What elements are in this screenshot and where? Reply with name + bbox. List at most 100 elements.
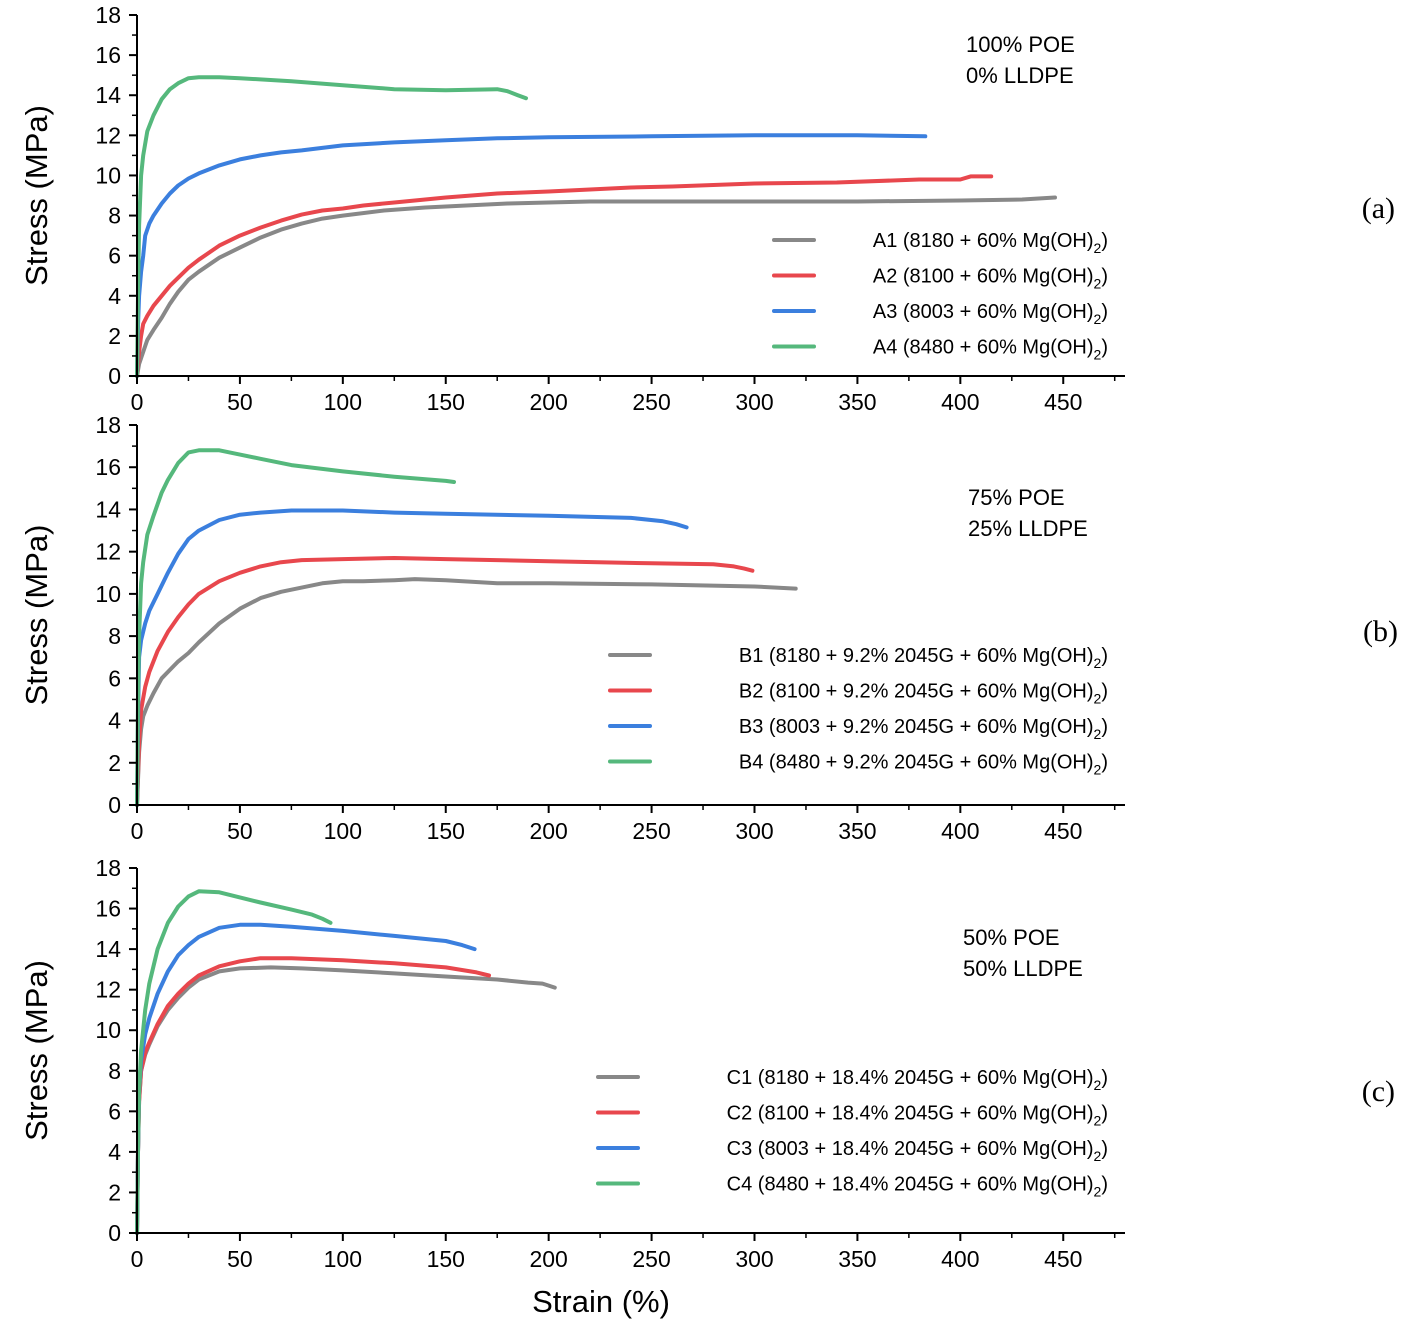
y-tick-label: 14 [95, 496, 121, 522]
x-tick-label: 50 [227, 818, 253, 844]
y-axis-title: Stress (MPa) [19, 525, 54, 706]
y-tick-label: 12 [95, 539, 121, 565]
legend-entry-text: A3 (8003 + 60% Mg(OH) [873, 301, 1094, 323]
x-tick-label: 0 [131, 1246, 144, 1272]
legend-entry: C2 (8100 + 18.4% 2045G + 60% Mg(OH)2) [727, 1103, 1108, 1129]
x-tick-label: 450 [1044, 1246, 1082, 1272]
y-tick-label: 10 [95, 1017, 121, 1043]
x-tick-label: 450 [1044, 389, 1082, 415]
y-tick-label: 0 [108, 1220, 121, 1246]
legend-entry-close: ) [1101, 266, 1108, 288]
y-tick-label: 0 [108, 792, 121, 818]
y-axis-title: Stress (MPa) [19, 960, 54, 1141]
x-tick-label: 200 [529, 818, 567, 844]
x-tick-label: 100 [324, 389, 362, 415]
legend-entry-close: ) [1101, 1103, 1108, 1125]
legend-entry: A1 (8180 + 60% Mg(OH)2) [873, 230, 1108, 256]
y-tick-label: 16 [95, 42, 121, 68]
x-tick-label: 350 [838, 1246, 876, 1272]
legend: C1 (8180 + 18.4% 2045G + 60% Mg(OH)2)C2 … [596, 1067, 1108, 1200]
panel-c: 0 2 4 6 8 10 12 14 16 18 0 50 100 150 200 250 300 350 400 4… [19, 855, 1395, 1319]
y-tick-label: 6 [108, 243, 121, 269]
legend-entry: B4 (8480 + 9.2% 2045G + 60% Mg(OH)2) [739, 752, 1108, 778]
x-tick-label: 350 [838, 389, 876, 415]
series-line-b1 [135, 577, 798, 807]
legend-entry-subscript: 2 [1094, 655, 1102, 671]
legend-entry-text: C4 (8480 + 18.4% 2045G + 60% Mg(OH) [727, 1174, 1094, 1196]
y-tick-label: 8 [108, 623, 121, 649]
y-tick-label: 18 [95, 412, 121, 438]
panel-label: (b) [1363, 615, 1398, 648]
legend: A1 (8180 + 60% Mg(OH)2)A2 (8100 + 60% Mg… [772, 230, 1108, 363]
legend-entry-subscript: 2 [1094, 691, 1102, 707]
legend-entry: B3 (8003 + 9.2% 2045G + 60% Mg(OH)2) [739, 716, 1108, 742]
x-tick-label: 100 [324, 1246, 362, 1272]
y-tick-label: 6 [108, 1098, 121, 1124]
legend-entry: C1 (8180 + 18.4% 2045G + 60% Mg(OH)2) [727, 1067, 1108, 1093]
series-line-c3 [135, 922, 477, 1235]
legend-entry: C3 (8003 + 18.4% 2045G + 60% Mg(OH)2) [727, 1138, 1108, 1164]
x-tick-label: 100 [324, 818, 362, 844]
series-line-c1 [135, 965, 557, 1235]
legend-entry-subscript: 2 [1094, 276, 1102, 292]
legend-entry-close: ) [1101, 301, 1108, 323]
x-tick-label: 250 [632, 1246, 670, 1272]
legend-entry-close: ) [1101, 230, 1108, 252]
panel-a: 0 2 4 6 8 10 12 14 16 18 0 50 100 150 200 250 300 350 400 4… [19, 2, 1395, 415]
legend-entry-subscript: 2 [1094, 1148, 1102, 1164]
composition-note: 25% LLDPE [968, 516, 1088, 541]
panel-label: (c) [1362, 1075, 1395, 1108]
legend-entry-subscript: 2 [1094, 762, 1102, 778]
legend-entry-subscript: 2 [1094, 1077, 1102, 1093]
y-tick-label: 0 [108, 363, 121, 389]
legend-entry-close: ) [1101, 1067, 1108, 1089]
y-tick-label: 2 [108, 750, 121, 776]
y-tick-label: 4 [108, 283, 121, 309]
y-tick-label: 18 [95, 2, 121, 28]
legend-entry-text: C1 (8180 + 18.4% 2045G + 60% Mg(OH) [727, 1067, 1094, 1089]
panel-label: (a) [1362, 192, 1395, 225]
y-tick-label: 16 [95, 454, 121, 480]
y-tick-label: 12 [95, 122, 121, 148]
legend-entry-close: ) [1101, 716, 1108, 738]
x-tick-label: 350 [838, 818, 876, 844]
legend-entry-close: ) [1101, 681, 1108, 703]
panel-b: 0 2 4 6 8 10 12 14 16 18 0 50 100 150 200 250 300 350 400 4… [19, 412, 1398, 844]
y-tick-label: 10 [95, 162, 121, 188]
y-tick-label: 14 [95, 82, 121, 108]
x-tick-label: 300 [735, 1246, 773, 1272]
x-tick-label: 250 [632, 389, 670, 415]
x-tick-label: 250 [632, 818, 670, 844]
y-tick-label: 6 [108, 665, 121, 691]
x-tick-label: 150 [427, 1246, 465, 1272]
y-tick-label: 10 [95, 581, 121, 607]
x-tick-label: 300 [735, 818, 773, 844]
legend: B1 (8180 + 9.2% 2045G + 60% Mg(OH)2)B2 (… [608, 645, 1108, 778]
series-line-c4 [135, 889, 333, 1235]
legend-entry-text: C3 (8003 + 18.4% 2045G + 60% Mg(OH) [727, 1138, 1094, 1160]
series-line-b3 [135, 508, 689, 807]
series-line-b4 [135, 448, 456, 807]
x-tick-label: 0 [131, 818, 144, 844]
x-tick-label: 450 [1044, 818, 1082, 844]
y-tick-label: 4 [108, 1139, 121, 1165]
x-tick-label: 400 [941, 389, 979, 415]
series-line-a4 [135, 75, 528, 378]
composition-note: 50% LLDPE [963, 956, 1083, 981]
legend-entry-close: ) [1101, 1174, 1108, 1196]
series-line-b2 [135, 556, 755, 807]
legend-entry-text: C2 (8100 + 18.4% 2045G + 60% Mg(OH) [727, 1103, 1094, 1125]
legend-entry-subscript: 2 [1094, 1113, 1102, 1129]
legend-entry-text: B3 (8003 + 9.2% 2045G + 60% Mg(OH) [739, 716, 1094, 738]
legend-entry-subscript: 2 [1094, 347, 1102, 363]
y-tick-label: 14 [95, 936, 121, 962]
x-tick-label: 0 [131, 389, 144, 415]
x-tick-label: 150 [427, 389, 465, 415]
composition-note: 75% POE [968, 485, 1065, 510]
composition-note: 100% POE [966, 32, 1075, 57]
legend-entry-close: ) [1101, 337, 1108, 359]
legend-entry-text: A1 (8180 + 60% Mg(OH) [873, 230, 1094, 252]
series-line-a1 [135, 195, 1057, 378]
series-line-c2 [135, 956, 491, 1235]
